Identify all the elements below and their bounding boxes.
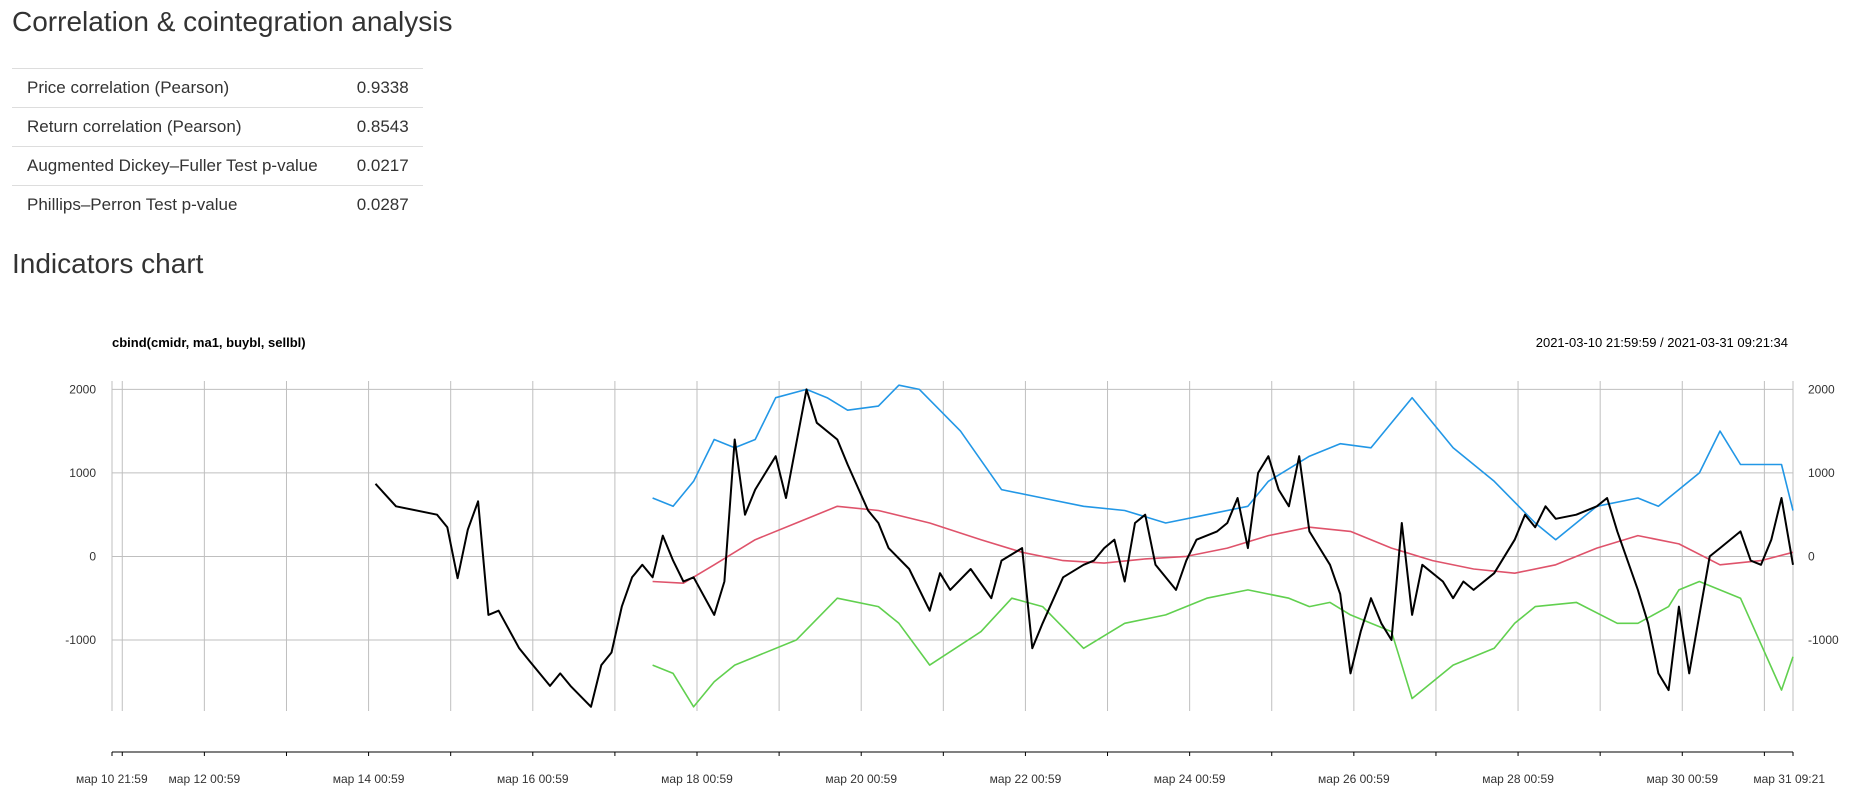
x-tick-label: мар 20 00:59 xyxy=(825,772,897,786)
y-tick-label: 0 xyxy=(1808,549,1815,563)
y-axis-left: 2000 1000 0 -1000 xyxy=(65,382,96,647)
series-line-cmidr xyxy=(374,388,1794,708)
x-tick-label: мар 30 00:59 xyxy=(1646,772,1718,786)
series-line-sellbl xyxy=(652,580,1794,708)
x-tick-label: мар 26 00:59 xyxy=(1318,772,1390,786)
x-tick-label: мар 14 00:59 xyxy=(333,772,405,786)
x-tick-label: мар 22 00:59 xyxy=(990,772,1062,786)
chart-grid xyxy=(111,381,1794,711)
y-tick-label: 0 xyxy=(89,549,96,563)
y-axis-right: 2000 1000 0 -1000 xyxy=(1808,382,1839,647)
y-tick-label: 1000 xyxy=(69,466,96,480)
table-row: Phillips–Perron Test p-value 0.0287 xyxy=(12,185,423,224)
x-tick-label: мар 10 21:59 xyxy=(76,772,148,786)
y-tick-label: -1000 xyxy=(65,633,96,647)
series-line-ma1 xyxy=(652,505,1794,585)
table-row: Augmented Dickey–Fuller Test p-value 0.0… xyxy=(12,146,423,186)
x-tick-label: мар 31 09:21 xyxy=(1753,772,1825,786)
stat-label: Phillips–Perron Test p-value xyxy=(12,185,333,224)
x-tick-label: мар 12 00:59 xyxy=(169,772,241,786)
y-tick-label: 1000 xyxy=(1808,466,1835,480)
y-tick-label: -1000 xyxy=(1808,633,1839,647)
stats-table: Price correlation (Pearson) 0.9338 Retur… xyxy=(12,68,423,224)
series-line-buybl xyxy=(652,384,1794,541)
page-title: Correlation & cointegration analysis xyxy=(12,6,453,37)
y-tick-label: 2000 xyxy=(1808,382,1835,396)
chart-date-range: 2021-03-10 21:59:59 / 2021-03-31 09:21:3… xyxy=(1536,335,1788,350)
table-row: Return correlation (Pearson) 0.8543 xyxy=(12,107,423,147)
stat-value: 0.0287 xyxy=(332,185,423,224)
x-tick-label: мар 16 00:59 xyxy=(497,772,569,786)
y-tick-label: 2000 xyxy=(69,382,96,396)
x-tick-label: мар 18 00:59 xyxy=(661,772,733,786)
indicators-chart: cbind(cmidr, ma1, buybl, sellbl) 2021-03… xyxy=(65,335,1839,786)
x-tick-label: мар 24 00:59 xyxy=(1154,772,1226,786)
table-row: Price correlation (Pearson) 0.9338 xyxy=(12,68,423,108)
stat-label: Augmented Dickey–Fuller Test p-value xyxy=(12,146,333,186)
x-axis: мар 10 21:59 мар 12 00:59 мар 14 00:59 мар … xyxy=(76,751,1825,786)
stat-value: 0.0217 xyxy=(332,146,423,186)
stat-value: 0.8543 xyxy=(332,107,423,147)
stat-value: 0.9338 xyxy=(332,68,423,108)
stat-label: Return correlation (Pearson) xyxy=(12,107,333,147)
chart-heading: Indicators chart xyxy=(12,248,204,279)
stat-label: Price correlation (Pearson) xyxy=(12,68,333,108)
chart-series xyxy=(374,384,1794,708)
x-tick-label: мар 28 00:59 xyxy=(1482,772,1554,786)
chart-title: cbind(cmidr, ma1, buybl, sellbl) xyxy=(112,335,306,350)
